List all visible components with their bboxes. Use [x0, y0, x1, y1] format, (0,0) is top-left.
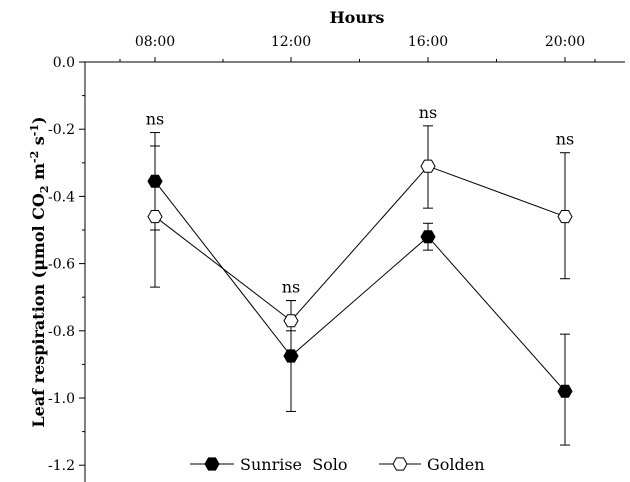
legend-marker-sunrise-solo — [204, 457, 220, 471]
data-point-sunrise-solo — [147, 174, 163, 188]
data-point-golden — [420, 159, 436, 173]
series-line-sunrise-solo — [154, 180, 566, 392]
annotation-ns: ns — [556, 130, 575, 149]
data-point-sunrise-solo — [557, 384, 573, 398]
y-tick-label: -0.4 — [48, 189, 75, 205]
legend: Sunrise Solo Golden — [190, 455, 485, 474]
x-tick-label: 20:00 — [545, 34, 585, 50]
x-tick-label: 16:00 — [408, 34, 448, 50]
y-axis-title-sup1: -2 — [28, 151, 41, 163]
plot-area: 08:00 12:00 16:00 20:00 0.0 -0.2 -0.4 -0.6 -0.8 -… — [48, 34, 625, 482]
x-axis-title: Hours — [330, 8, 385, 27]
annotation-ns: ns — [146, 110, 165, 129]
annotation-ns: ns — [419, 103, 438, 122]
y-axis-title-end: ) — [29, 116, 48, 124]
y-tick-label: -0.8 — [48, 324, 75, 340]
y-axis-title-sup2: -1 — [28, 124, 41, 136]
legend-label-golden: Golden — [427, 455, 485, 474]
data-point-sunrise-solo — [420, 230, 436, 244]
x-tick-label: 08:00 — [135, 34, 175, 50]
legend-marker-golden — [392, 457, 408, 471]
legend-label-sunrise-solo: Sunrise Solo — [240, 455, 348, 474]
annotation-ns: ns — [282, 278, 301, 297]
series-line-golden — [154, 165, 566, 322]
data-point-sunrise-solo — [283, 349, 299, 363]
y-tick-label: -1.0 — [48, 391, 75, 407]
y-axis-title: Leaf respiration (μmol CO2 m-2 s-1) — [28, 116, 51, 427]
y-axis-title-main: Leaf respiration (μmol CO — [29, 193, 48, 428]
y-axis-title-sub: 2 — [38, 185, 51, 193]
data-point-golden — [557, 210, 573, 224]
data-point-golden — [147, 210, 163, 224]
y-axis-title-mid: m — [29, 163, 48, 186]
x-tick-label: 12:00 — [271, 34, 311, 50]
y-tick-label: -0.2 — [48, 122, 75, 138]
y-tick-label: -0.6 — [48, 257, 75, 273]
y-axis-title-mid2: s — [29, 136, 48, 151]
data-point-golden — [283, 314, 299, 328]
y-tick-label: 0.0 — [53, 55, 75, 71]
y-tick-label: -1.2 — [48, 458, 75, 474]
